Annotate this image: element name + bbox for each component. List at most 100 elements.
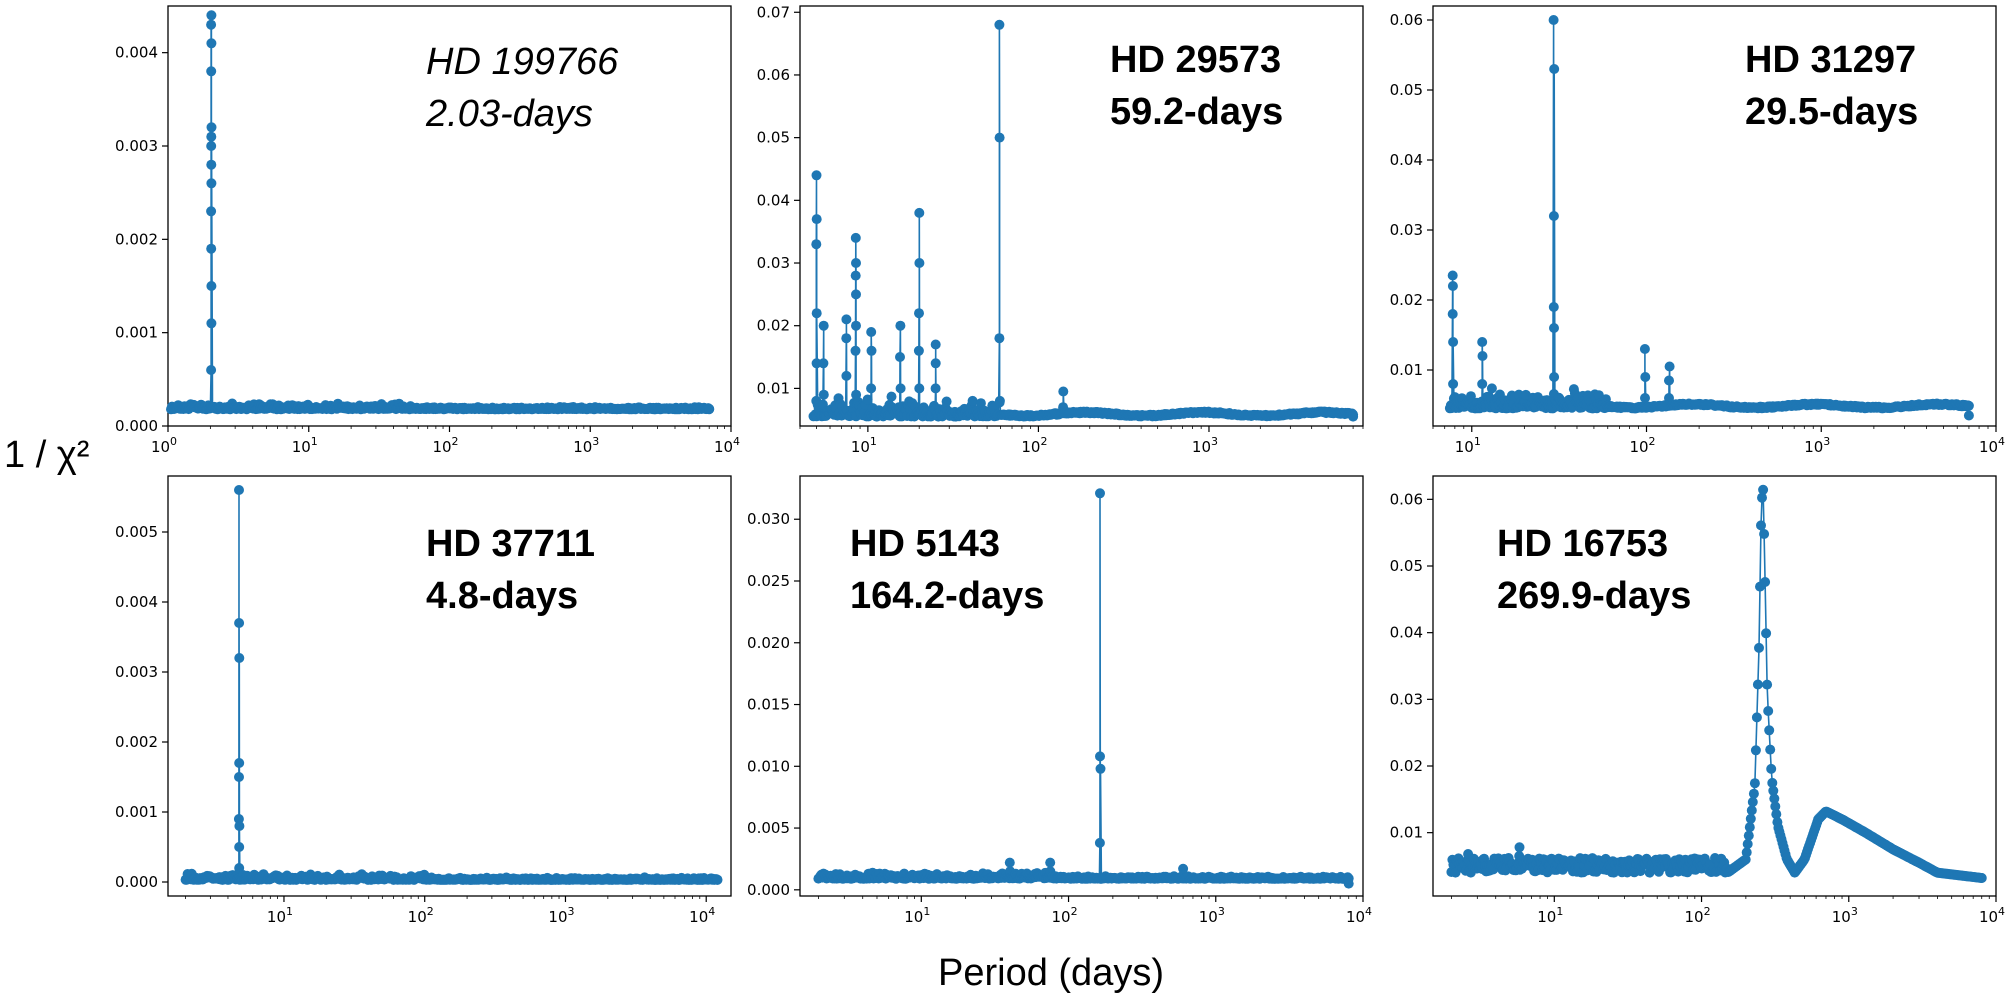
data-point [1447,309,1458,319]
y-tick-label: 0.001 [115,324,158,342]
data-point [1754,642,1764,653]
data-point [1549,64,1560,74]
y-tick-label: 0.03 [1390,690,1423,708]
data-point [1746,805,1757,816]
x-tick-label: 103 [1199,905,1225,926]
y-tick-label: 0.02 [757,317,790,335]
data-point [895,352,905,362]
data-point [1764,725,1775,736]
axes-frame [167,475,732,897]
data-point [866,345,877,356]
data-point [1750,745,1761,756]
data-point [1095,488,1105,499]
data-point [1745,813,1756,824]
series-points [1444,15,1974,421]
data-point [1770,801,1781,812]
axes-frame [799,475,1364,897]
data-point [1763,706,1774,716]
data-point [851,289,861,300]
data-point [1741,847,1752,858]
data-point [1760,577,1771,587]
x-tick-label: 102 [432,435,458,456]
y-tick-label: 0.02 [1390,291,1423,309]
data-point [841,370,852,381]
data-point [704,403,715,414]
panel-4: 0.000 0.001 0.002 0.003 0.004 0.005 101 102 103 1… [115,475,732,926]
panel-title-line: 29.5-days [1745,91,1918,133]
panel-5: 0.000 0.005 0.010 0.015 0.020 0.025 0.030 101 10… [747,475,1372,926]
y-tick-label: 0.015 [747,696,790,714]
series-points [180,485,723,885]
data-point [886,391,897,402]
y-tick-label: 0.02 [1390,757,1423,775]
x-tick-label: 104 [689,905,715,926]
x-tick-label: 103 [1804,435,1830,456]
y-tick-label: 0.03 [757,254,790,272]
data-point [930,358,941,369]
y-tick-label: 0.005 [747,819,790,837]
data-point [1477,379,1488,389]
panel-title: HD 199766 2.03-days [425,41,619,135]
data-point [994,19,1005,30]
data-point [841,333,852,344]
data-point [914,207,925,218]
y-tick-label: 0.000 [115,417,158,435]
panel-3: 0.01 0.02 0.03 0.04 0.05 0.06 101 102 103 104 HD 3… [1390,5,2005,456]
data-point [206,19,217,30]
data-point [234,653,245,663]
panel-title-line: HD 16753 [1497,523,1668,565]
y-tick-label: 0.04 [757,191,790,209]
data-point [1058,386,1069,397]
data-point [850,232,861,243]
y-tick-label: 0.01 [1390,361,1423,379]
y-tick-label: 0.004 [115,593,158,611]
panel-1: 0.000 0.001 0.002 0.003 0.004 100 101 102 103 104… [115,5,740,456]
data-point [1513,389,1524,400]
data-point [206,178,217,189]
x-tick-label: 104 [1979,435,2005,456]
panel-title-line: 164.2-days [850,575,1044,617]
data-point [1095,751,1105,762]
axes-frame [1432,475,1997,897]
data-point [1447,281,1458,291]
data-point [206,243,217,254]
panel-title-line: HD 5143 [850,523,1000,565]
data-point [1758,484,1769,495]
panel-title: HD 5143 164.2-days [850,523,1044,617]
y-tick-label: 0.003 [115,137,158,155]
axes-frame [1432,5,1997,427]
panel-title-line: HD 199766 [426,41,619,83]
panel-title: HD 31297 29.5-days [1745,39,1918,133]
data-point [811,308,822,319]
y-tick-label: 0.04 [1390,151,1423,169]
data-point [1448,337,1459,347]
x-tick-label: 102 [1629,435,1655,456]
panel-title-line: 4.8-days [426,575,578,617]
series-points [813,488,1354,889]
data-point [818,389,829,400]
data-point [866,327,877,337]
data-point [234,772,244,782]
data-point [811,170,822,181]
x-tick-label: 102 [1684,905,1710,926]
data-point [1004,857,1015,868]
data-point [811,214,822,225]
data-point [841,314,852,325]
data-point [913,345,924,356]
series-line [813,24,1354,420]
data-point [1762,679,1773,690]
data-point [206,206,217,217]
series-points [808,19,1359,422]
x-tick-label: 101 [904,905,930,926]
data-point [895,383,906,394]
data-point [1768,785,1779,796]
data-point [1751,712,1762,723]
data-point [818,358,829,369]
panels: 0.000 0.001 0.002 0.003 0.004 100 101 102 103 104… [115,3,2005,926]
axes-frame [799,5,1364,427]
x-tick-label: 103 [573,435,599,456]
y-tick-label: 0.002 [115,230,158,248]
y-tick-label: 0.01 [757,379,790,397]
data-point [1343,873,1354,884]
